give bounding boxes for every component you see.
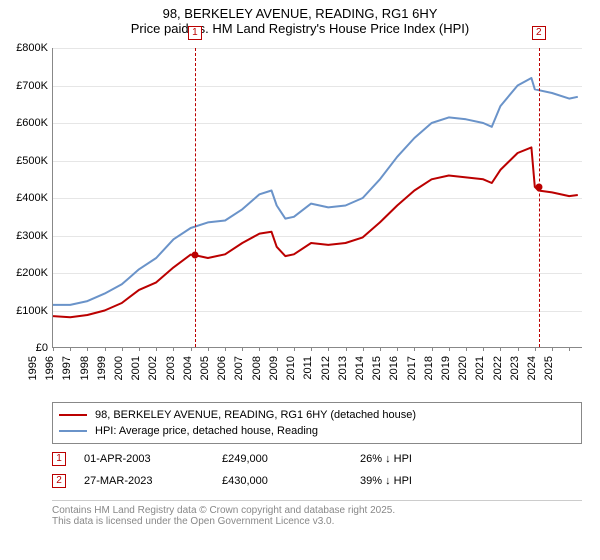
legend-label: HPI: Average price, detached house, Read… [95,425,318,437]
x-tick-mark [500,347,501,351]
chart-lines-svg [53,48,583,348]
transaction-delta: 26% ↓ HPI [360,453,480,465]
marker-box: 1 [188,26,202,40]
transaction-marker: 1 [52,452,66,466]
footer-line1: Contains HM Land Registry data © Crown c… [52,505,582,516]
transaction-price: £249,000 [222,453,342,465]
x-tick-mark [432,347,433,351]
sale-point-dot [535,183,542,190]
legend-label: 98, BERKELEY AVENUE, READING, RG1 6HY (d… [95,409,416,421]
legend-row: 98, BERKELEY AVENUE, READING, RG1 6HY (d… [59,407,575,423]
footer-attribution: Contains HM Land Registry data © Crown c… [52,500,582,527]
x-tick-mark [225,347,226,351]
x-tick-mark [483,347,484,351]
transaction-delta: 39% ↓ HPI [360,475,480,487]
x-tick-mark [552,347,553,351]
x-tick-mark [139,347,140,351]
x-tick-mark [311,347,312,351]
legend-row: HPI: Average price, detached house, Read… [59,423,575,439]
chart-title-block: 98, BERKELEY AVENUE, READING, RG1 6HY Pr… [0,0,600,38]
x-tick-mark [70,347,71,351]
marker-vline [195,48,196,347]
x-tick-mark [208,347,209,351]
y-axis-label: £400K [0,192,48,204]
x-tick-mark [569,347,570,351]
transaction-marker: 2 [52,474,66,488]
y-axis-label: £600K [0,117,48,129]
x-tick-mark [173,347,174,351]
transaction-date: 27-MAR-2023 [84,475,204,487]
x-tick-mark [518,347,519,351]
x-tick-mark [380,347,381,351]
y-axis-label: £700K [0,80,48,92]
transaction-price: £430,000 [222,475,342,487]
transaction-row: 2 27-MAR-2023 £430,000 39% ↓ HPI [52,470,582,492]
x-tick-mark [191,347,192,351]
x-tick-mark [363,347,364,351]
x-tick-mark [294,347,295,351]
footer-line2: This data is licensed under the Open Gov… [52,516,582,527]
legend-box: 98, BERKELEY AVENUE, READING, RG1 6HY (d… [52,402,582,444]
x-tick-mark [105,347,106,351]
marker-box: 2 [532,26,546,40]
transactions-block: 1 01-APR-2003 £249,000 26% ↓ HPI 2 27-MAR-202… [52,448,582,492]
x-tick-mark [87,347,88,351]
x-tick-mark [328,347,329,351]
x-tick-mark [449,347,450,351]
y-axis-label: £500K [0,155,48,167]
sale-point-dot [191,251,198,258]
y-axis-label: £800K [0,42,48,54]
x-tick-mark [466,347,467,351]
y-axis-label: £200K [0,267,48,279]
y-axis-label: £100K [0,305,48,317]
legend-swatch [59,414,87,416]
chart-title-line1: 98, BERKELEY AVENUE, READING, RG1 6HY [0,6,600,21]
legend-swatch [59,430,87,432]
y-axis-label: £300K [0,230,48,242]
x-tick-mark [259,347,260,351]
series-line-hpi [53,78,578,305]
series-line-property [53,147,578,317]
x-axis-label: 2025 [543,356,593,380]
x-tick-mark [277,347,278,351]
x-tick-mark [535,347,536,351]
chart-area: £0 £100K £200K £300K £400K £500K £600K £700K £80… [0,40,600,400]
transaction-date: 01-APR-2003 [84,453,204,465]
plot-area: 12 [52,48,582,348]
x-tick-mark [156,347,157,351]
x-tick-mark [242,347,243,351]
x-tick-mark [346,347,347,351]
x-tick-mark [414,347,415,351]
x-tick-mark [53,347,54,351]
chart-title-line2: Price paid vs. HM Land Registry's House … [0,21,600,36]
x-tick-mark [122,347,123,351]
marker-vline [539,48,540,347]
y-axis-label: £0 [0,342,48,354]
x-tick-mark [397,347,398,351]
transaction-row: 1 01-APR-2003 £249,000 26% ↓ HPI [52,448,582,470]
